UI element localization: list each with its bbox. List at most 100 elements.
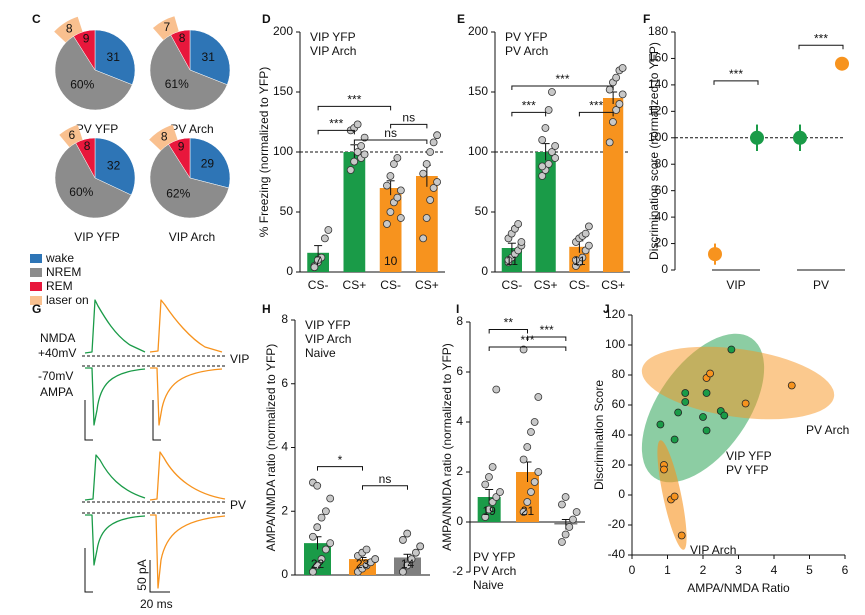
data-point — [320, 234, 329, 243]
data-point — [429, 138, 438, 147]
data-point — [309, 532, 317, 541]
bar — [379, 188, 402, 272]
data-point — [426, 196, 435, 204]
data-point — [538, 136, 547, 144]
pie-label: 61% — [165, 77, 189, 91]
x-tick-label: 2 — [700, 563, 707, 577]
data-point — [419, 169, 428, 178]
y-tick-label: 6 — [456, 364, 463, 378]
sig-bracket — [713, 80, 759, 85]
x-tick-label: CS+ — [415, 278, 439, 292]
data-point — [481, 513, 490, 521]
data-point — [407, 555, 416, 563]
data-point — [558, 538, 566, 546]
data-point — [519, 455, 528, 464]
x-tick-label: CS- — [502, 278, 523, 292]
y-axis-label: Discrimination Score — [592, 380, 606, 490]
sig-label: *** — [520, 333, 534, 347]
pie-label: 8 — [66, 22, 73, 36]
y-tick-label: -40 — [608, 547, 626, 561]
data-point — [393, 193, 402, 202]
pie-label: 8 — [179, 31, 186, 45]
data-point — [321, 507, 330, 516]
data-point — [393, 154, 402, 162]
sig-bracket — [362, 485, 408, 490]
n-label: 10 — [384, 254, 398, 268]
data-point — [609, 118, 617, 126]
data-point — [538, 172, 547, 180]
sig-label: *** — [555, 72, 569, 86]
trace — [84, 299, 146, 354]
sig-label: ** — [504, 316, 514, 330]
data-point — [544, 106, 553, 114]
data-point — [750, 130, 764, 145]
data-point — [527, 488, 535, 496]
data-point — [708, 247, 722, 262]
y-tick-label: 160 — [648, 51, 668, 65]
y-tick-label: 100 — [648, 130, 668, 144]
y-tick-label: 80 — [655, 156, 669, 170]
scale-bar — [84, 548, 170, 593]
sig-label: * — [338, 453, 343, 467]
data-point — [681, 389, 690, 397]
data-point — [411, 548, 420, 557]
data-point — [565, 523, 574, 531]
legend-swatch — [30, 254, 42, 263]
trace — [150, 367, 223, 426]
data-point — [519, 345, 528, 354]
data-point — [618, 64, 627, 72]
data-point — [541, 124, 550, 132]
data-point — [383, 181, 391, 190]
data-point — [677, 531, 686, 540]
pie-label: 29 — [201, 157, 215, 171]
pie-label: 60% — [69, 185, 93, 199]
trace — [85, 514, 146, 566]
pie-label: 9 — [178, 139, 185, 153]
pie-label: 6 — [69, 128, 76, 142]
y-tick-label: 180 — [648, 24, 668, 38]
legend-label: NREM — [46, 265, 81, 279]
data-point — [433, 178, 441, 186]
data-point — [517, 238, 526, 246]
n-label: 14 — [401, 557, 415, 571]
sig-bracket — [317, 466, 363, 471]
trace-label: 50 pA — [135, 559, 149, 590]
legend-label: PV YFP — [473, 550, 515, 564]
data-point — [561, 530, 570, 539]
legend-label: VIP Arch — [310, 44, 356, 58]
data-point — [615, 100, 624, 108]
data-point — [429, 184, 438, 192]
data-point — [558, 500, 566, 509]
data-point — [548, 88, 556, 96]
data-point — [544, 160, 553, 168]
data-point — [399, 567, 407, 576]
y-axis-label: AMPA/NMDA ratio (normalized to YFP) — [264, 344, 278, 552]
data-point — [314, 256, 322, 264]
pie-title: VIP Arch — [169, 230, 215, 244]
data-point — [572, 256, 580, 264]
sig-bracket — [317, 105, 392, 111]
x-tick-label: 6 — [842, 563, 849, 577]
data-point — [317, 555, 326, 563]
data-point — [660, 465, 668, 474]
pie-slice — [54, 35, 133, 111]
y-tick-label: 0 — [456, 514, 463, 528]
data-point — [699, 413, 707, 421]
data-point — [353, 120, 362, 129]
sig-bracket — [317, 129, 355, 135]
legend-label: PV Arch — [505, 44, 548, 58]
legend-label: Naive — [473, 578, 504, 592]
sig-label: *** — [540, 323, 554, 337]
data-point — [681, 398, 690, 406]
data-point — [656, 420, 665, 429]
data-point — [492, 385, 501, 394]
data-point — [313, 481, 322, 490]
y-tick-label: 60 — [655, 183, 669, 197]
sig-bracket — [488, 329, 528, 334]
y-tick-label: 40 — [612, 427, 626, 441]
n-label: 11 — [573, 254, 586, 268]
y-tick-label: 0 — [618, 487, 625, 501]
data-point — [612, 73, 621, 82]
sig-label: ns — [379, 472, 392, 486]
data-point — [572, 508, 581, 516]
